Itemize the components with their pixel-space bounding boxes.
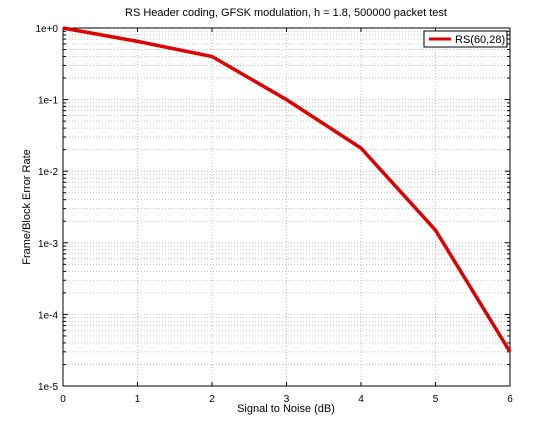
- y-tick-label: 1e-3: [38, 239, 58, 250]
- y-tick-label: 1e-5: [38, 382, 58, 393]
- x-tick-label: 1: [135, 394, 141, 405]
- x-tick-label: 0: [60, 394, 66, 405]
- legend-box: [423, 30, 508, 48]
- y-tick-label: 1e+0: [35, 24, 58, 35]
- y-tick-label: 1e-1: [38, 96, 58, 107]
- legend: RS(60,28): [423, 30, 508, 48]
- x-tick-label: 2: [209, 394, 215, 405]
- x-tick-label: 4: [358, 394, 364, 405]
- x-tick-label: 3: [284, 394, 290, 405]
- plot-frame: [62, 27, 511, 387]
- grid: [63, 28, 510, 386]
- y-tick-label: 1e-4: [38, 310, 58, 321]
- x-tick-label: 5: [433, 394, 439, 405]
- chart-title: RS Header coding, GFSK modulation, h = 1…: [125, 7, 447, 19]
- x-tick-label: 6: [507, 394, 513, 405]
- series-line: [62, 26, 512, 353]
- x-axis-label: Signal to Noise (dB): [237, 403, 335, 415]
- legend-label: RS(60,28): [455, 34, 505, 46]
- y-axis-label: Frame/Block Error Rate: [21, 149, 33, 265]
- series-layer: [62, 26, 512, 353]
- y-tick-label: 1e-2: [38, 167, 58, 178]
- ticks: 0 1 2 3 4 5 6 1e-5 1e-4 1e-3 1e-2 1e-1 1e+0: [35, 24, 513, 405]
